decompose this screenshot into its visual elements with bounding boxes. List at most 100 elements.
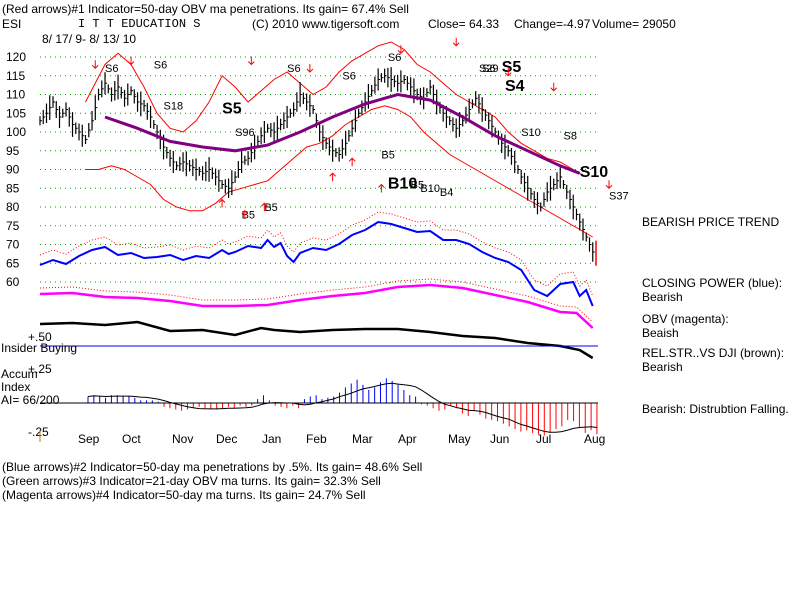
y-tick-label: 60: [6, 275, 20, 289]
month-label: Feb: [306, 432, 327, 446]
signal-label: B5: [264, 202, 277, 214]
arrow-head: [91, 64, 99, 69]
ma-line: [104, 92, 581, 175]
month-label: May: [448, 432, 471, 446]
volume-value: Volume= 29050: [592, 17, 676, 31]
rs-value: Bearish: [642, 360, 683, 374]
arrow-head: [605, 184, 613, 189]
month-label: Nov: [172, 432, 193, 446]
signal-label: S10: [521, 127, 541, 139]
y-tick-label: 115: [6, 69, 25, 83]
signal-label: B5: [411, 179, 424, 191]
cp-ma-line: [39, 211, 594, 297]
month-label: Aug: [584, 432, 605, 446]
footer-line1: (Blue arrows)#2 Indicator=50-day ma pene…: [2, 460, 423, 474]
signal-label: S6: [105, 63, 118, 75]
accum-tick-label: -.25: [28, 425, 49, 439]
month-label: Sep: [78, 432, 100, 446]
relstr-line: [39, 320, 594, 360]
y-tick-label: 75: [6, 219, 20, 233]
close-value: Close= 64.33: [428, 17, 500, 31]
signal-label: B5: [381, 149, 394, 161]
footer-line2: (Green arrows)#3 Indicator=21-day OBV ma…: [2, 474, 381, 488]
sell-arrow: [127, 56, 135, 66]
y-tick-label: 110: [6, 88, 25, 102]
copyright: (C) 2010 www.tigersoft.com: [252, 17, 400, 31]
sell-arrow: [247, 56, 255, 66]
signal-label: S10: [580, 164, 609, 181]
signal-label: S6: [388, 52, 401, 64]
signal-label: S4: [505, 78, 525, 95]
signal-label: S8: [563, 131, 576, 143]
header-line1: (Red arrows)#1 Indicator=50-day OBV ma p…: [2, 2, 409, 16]
arrow-head: [378, 183, 385, 188]
ticker: ESI: [2, 17, 22, 31]
signal-label: S29: [479, 63, 499, 75]
month-label: Mar: [352, 432, 373, 446]
obv-title: OBV (magenta):: [642, 312, 729, 326]
upper-band: [85, 41, 587, 178]
signal-label: B10: [388, 175, 417, 192]
accum-label-3: AI= 66/200: [1, 393, 60, 407]
y-tick-label: 90: [6, 163, 20, 177]
signal-label: B4: [440, 187, 453, 199]
insider-buying-label: Insider Buying: [1, 341, 78, 355]
sell-arrow: [605, 180, 613, 189]
y-tick-label: 100: [6, 125, 26, 139]
date-range: 8/ 17/ 9- 8/ 13/ 10: [42, 32, 137, 46]
y-tick-label: 65: [6, 256, 20, 270]
arrow-head: [218, 198, 226, 203]
signal-label: S96: [235, 127, 255, 139]
sell-arrow: [91, 60, 99, 69]
moving-average: [104, 92, 581, 175]
signal-label: S6: [154, 59, 167, 71]
bollinger-bands: [85, 41, 593, 238]
price-bars: [39, 67, 597, 266]
arrow-head: [550, 87, 558, 92]
accum-label-1: Accum: [1, 367, 38, 381]
arrow-head: [397, 49, 405, 54]
cp-value: Bearish: [642, 290, 683, 304]
month-label: Oct: [122, 432, 141, 446]
buy-arrow: [218, 198, 226, 208]
change-value: Change=-4.97: [514, 17, 591, 31]
signal-label: S18: [164, 101, 184, 113]
accum-tick-label: +.50: [28, 330, 52, 344]
arrow-head: [260, 202, 268, 207]
arrow-head: [241, 210, 249, 215]
y-tick-label: 85: [6, 181, 20, 195]
arrow-head: [504, 72, 512, 77]
footer-line3: (Magenta arrows)#4 Indicator=50-day ma t…: [2, 488, 366, 502]
lower-band: [85, 105, 593, 238]
signal-arrows: [91, 37, 613, 219]
month-labels: Sep Oct Nov Dec Jan Feb Mar Apr May Jun Jul Aug: [78, 432, 605, 446]
arrow-head: [452, 42, 460, 47]
arrow-head: [306, 68, 314, 73]
month-label: Jan: [262, 432, 281, 446]
arrow-head: [247, 61, 255, 66]
trend-label: BEARISH PRICE TREND: [642, 215, 780, 229]
buy-arrow: [378, 183, 385, 193]
accumulation-histogram: [87, 378, 598, 436]
signal-label: B10: [420, 183, 440, 195]
price-grid: [40, 56, 598, 283]
sell-arrow: [397, 45, 405, 54]
signal-label: S6: [287, 63, 300, 75]
accum-note: Bearish: Distrubtion Falling.: [642, 402, 789, 416]
sell-arrow: [550, 82, 558, 92]
y-axis-ticks: 60 65 70 75 80 85 90 95 100 105 110 115 120 +.50 +.25 -…: [6, 50, 52, 439]
accum-tick-label: +.25: [28, 362, 52, 376]
obv-value: Beaish: [642, 326, 679, 340]
signal-label: S37: [609, 191, 629, 203]
cp-title: CLOSING POWER (blue):: [642, 276, 783, 290]
buy-arrow: [260, 202, 268, 212]
buy-arrow: [348, 157, 356, 167]
obv-ma-line: [39, 278, 594, 323]
accum-label-2: Index: [1, 380, 31, 394]
signal-label: S5: [502, 59, 522, 76]
month-label: Jul: [536, 432, 551, 446]
obv-line: [39, 283, 594, 329]
sell-arrow: [452, 37, 460, 47]
arrow-head: [127, 61, 135, 66]
y-tick-label: 70: [6, 238, 20, 252]
